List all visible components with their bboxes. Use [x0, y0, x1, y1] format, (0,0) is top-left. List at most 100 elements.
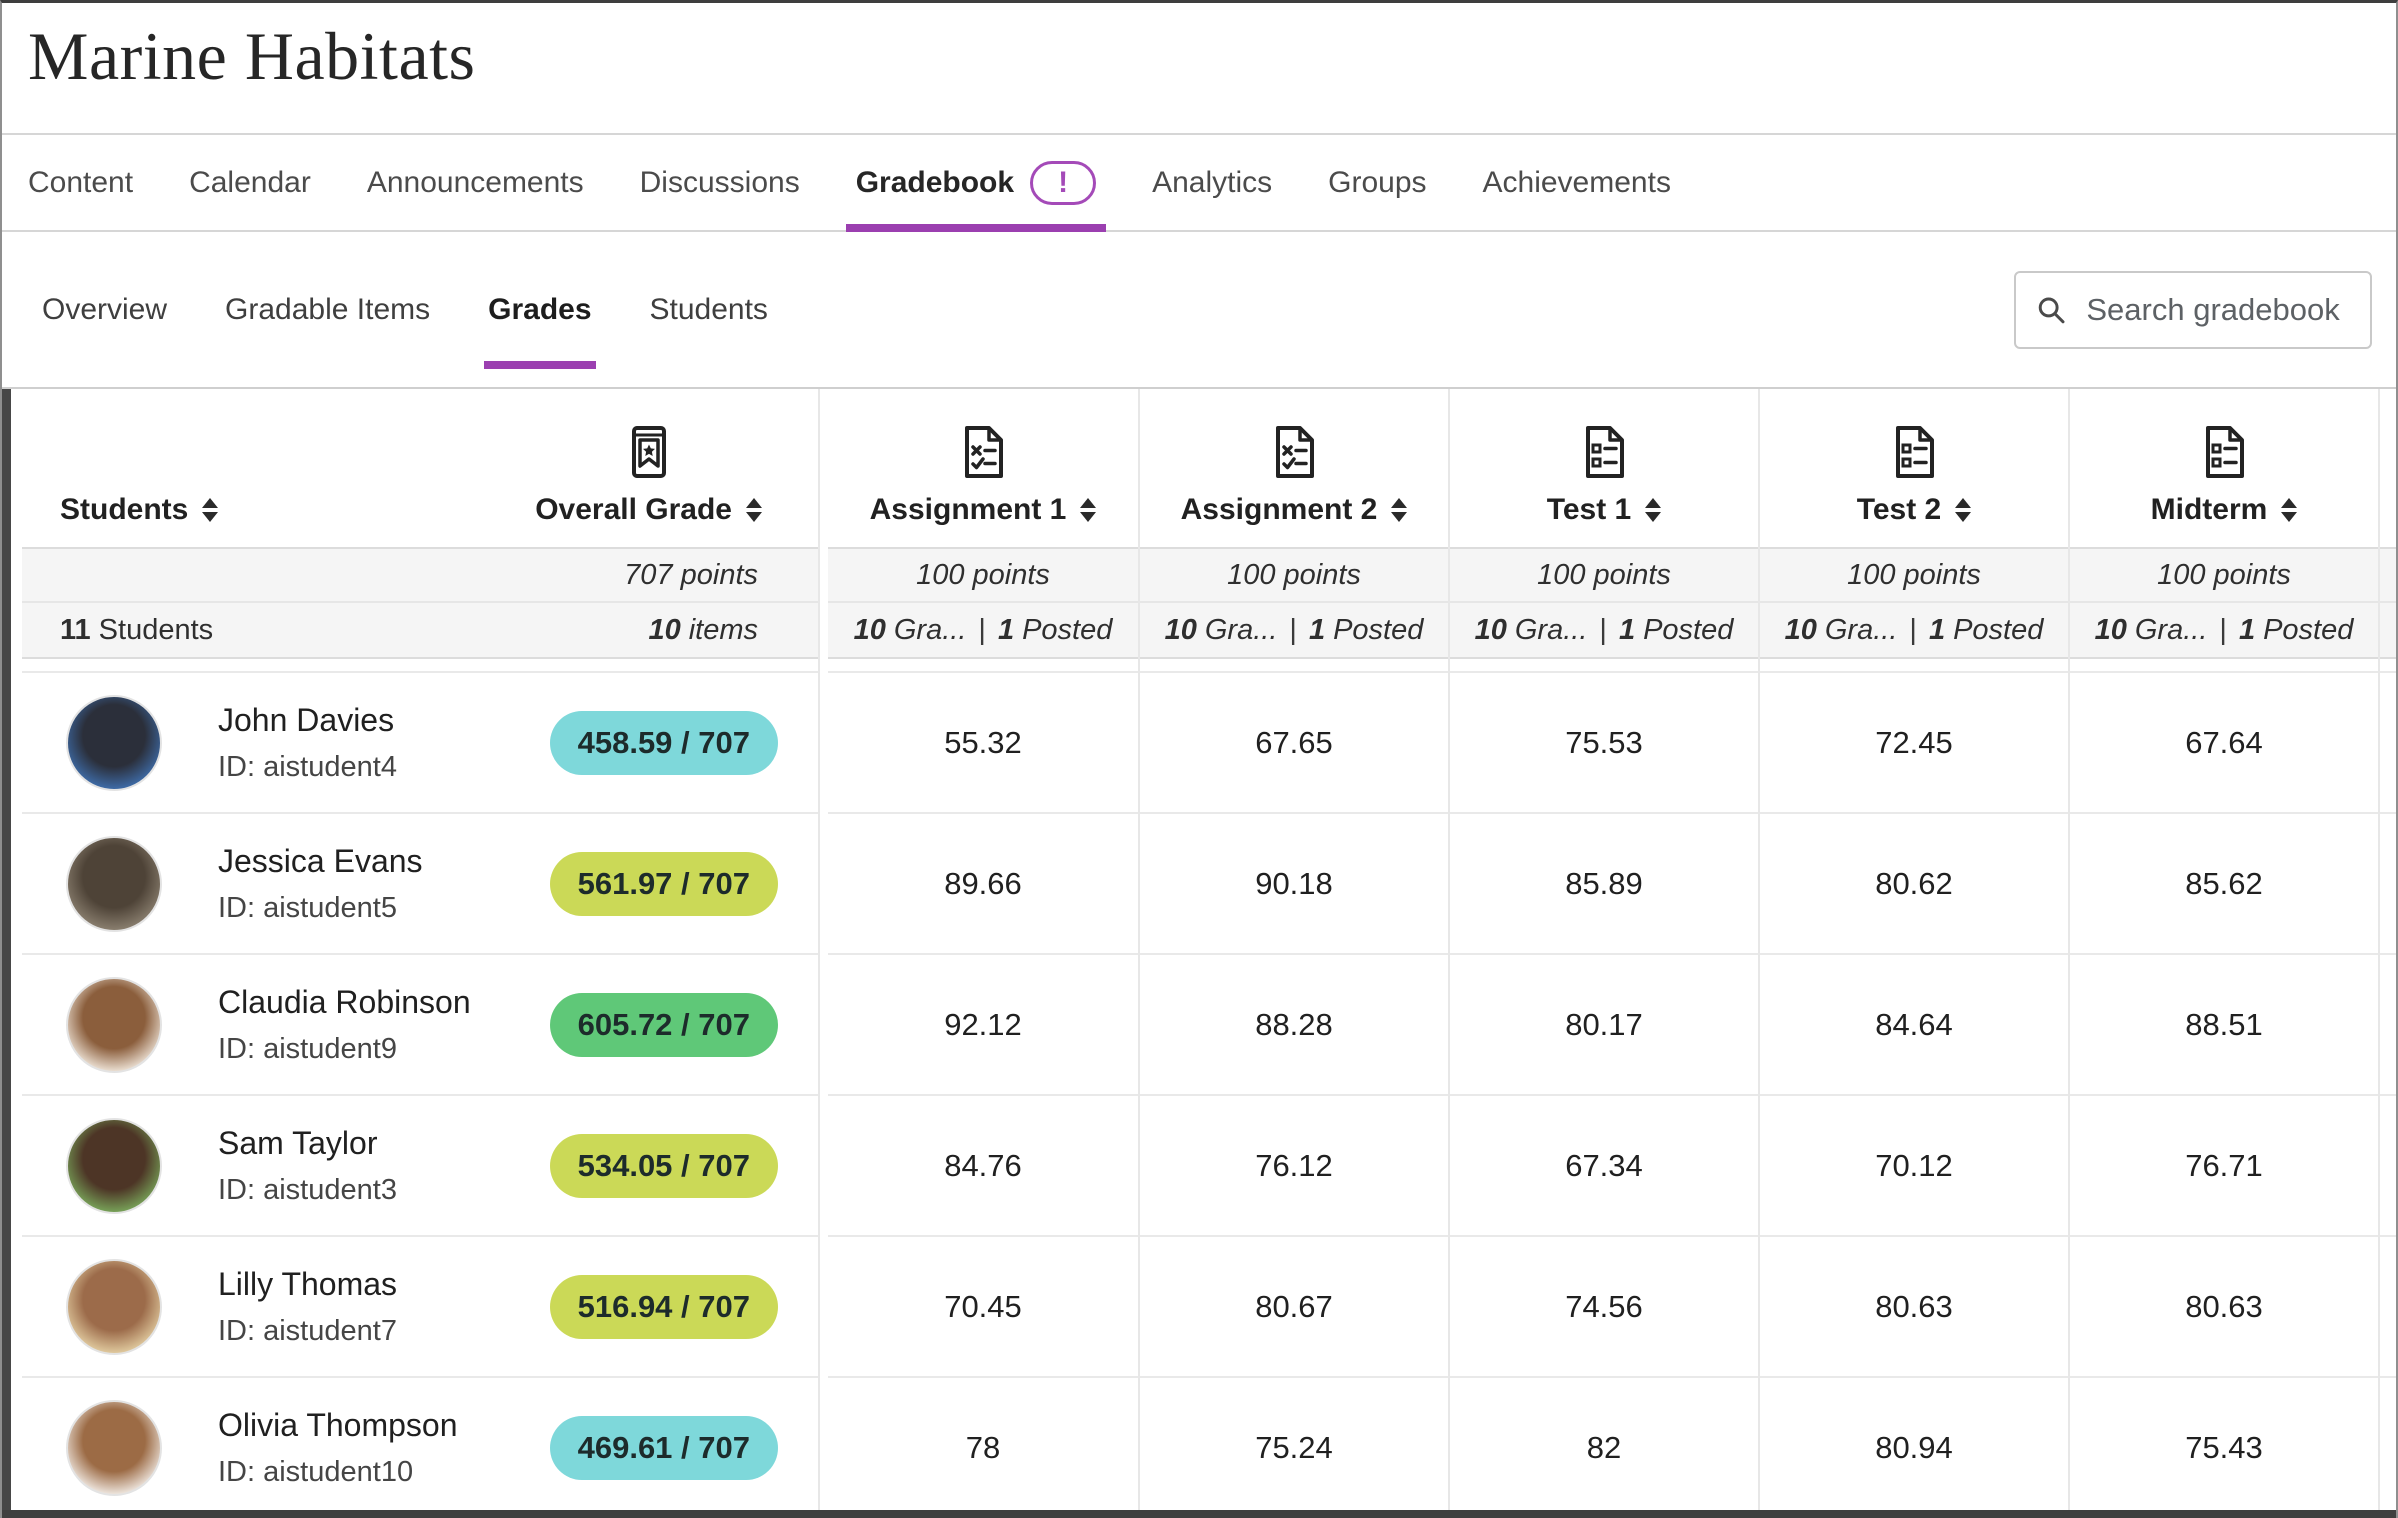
sort-icon[interactable]: [1955, 498, 1972, 522]
overall-grade-pill[interactable]: 534.05 / 707: [549, 1133, 778, 1198]
column-header-midterm[interactable]: Midterm: [2070, 389, 2378, 547]
column-points: 100 points: [1847, 558, 1981, 591]
column-header-test-1[interactable]: Test 1: [1450, 389, 1758, 547]
sort-icon[interactable]: [1391, 498, 1408, 522]
top-tab-calendar[interactable]: Calendar: [189, 135, 311, 230]
student-id: ID: aistudent5: [218, 891, 397, 924]
student-row-olivia-thompson[interactable]: Olivia Thompson ID: aistudent10 469.61 /…: [22, 1378, 818, 1518]
sort-icon[interactable]: [1080, 498, 1097, 522]
column-header-assignment-1[interactable]: Assignment 1: [828, 389, 1138, 547]
sort-icon[interactable]: [202, 498, 219, 522]
score-cell[interactable]: 72.45: [1760, 673, 2068, 814]
top-tab-announcements[interactable]: Announcements: [367, 135, 584, 230]
sub-tab-students[interactable]: Students: [650, 232, 768, 387]
overall-grade-pill[interactable]: 561.97 / 707: [549, 851, 778, 916]
top-tab-achievements[interactable]: Achievements: [1483, 135, 1671, 230]
student-name[interactable]: Sam Taylor: [218, 1124, 378, 1161]
score-cell[interactable]: 70.45: [828, 1237, 1138, 1378]
student-row-john-davies[interactable]: John Davies ID: aistudent4 458.59 / 707: [22, 673, 818, 814]
student-info: John Davies ID: aistudent4: [218, 702, 397, 784]
score-cell[interactable]: 80.67: [1140, 1237, 1448, 1378]
gradebook-alert-badge: !: [1030, 160, 1097, 205]
column-points: 100 points: [2157, 558, 2291, 591]
column-label: Test 2: [1856, 493, 1942, 526]
score-cell[interactable]: 88.28: [1140, 955, 1448, 1096]
column-label: Midterm: [2150, 493, 2268, 526]
vertical-scrollbar[interactable]: [2, 389, 11, 1518]
score-cell[interactable]: 80.94: [1760, 1378, 2068, 1518]
search-input[interactable]: [2084, 290, 2350, 329]
top-tab-groups[interactable]: Groups: [1328, 135, 1426, 230]
score-cell[interactable]: 74.56: [1450, 1237, 1758, 1378]
horizontal-scrollbar[interactable]: [2, 1510, 2396, 1518]
grid-spacer: [2380, 659, 2396, 671]
student-name[interactable]: Olivia Thompson: [218, 1406, 458, 1443]
sub-tab-overview[interactable]: Overview: [42, 232, 167, 387]
score-cell[interactable]: 80.63: [1760, 1237, 2068, 1378]
top-tab-label: Groups: [1328, 165, 1427, 199]
score-cell[interactable]: 84.76: [828, 1096, 1138, 1237]
score-cell[interactable]: 76.12: [1140, 1096, 1448, 1237]
student-row-claudia-robinson[interactable]: Claudia Robinson ID: aistudent9 605.72 /…: [22, 955, 818, 1096]
column-header-overall-grade[interactable]: Overall Grade: [535, 425, 762, 527]
overall-grade-pill[interactable]: 458.59 / 707: [549, 710, 778, 775]
score-cell[interactable]: 80.17: [1450, 955, 1758, 1096]
overall-grade-pill[interactable]: 516.94 / 707: [549, 1274, 778, 1339]
grid-spacer: [2070, 659, 2378, 671]
score-cell[interactable]: 80.62: [1760, 814, 2068, 955]
score-cell[interactable]: 75.43: [2070, 1378, 2378, 1518]
top-tab-discussions[interactable]: Discussions: [640, 135, 800, 230]
student-name[interactable]: Claudia Robinson: [218, 983, 471, 1020]
sort-icon[interactable]: [1645, 498, 1662, 522]
test-icon: [2206, 426, 2244, 478]
overall-grade-pill[interactable]: 605.72 / 707: [549, 992, 778, 1057]
score-cell[interactable]: 75.53: [1450, 673, 1758, 814]
column-label: Test 1: [1546, 493, 1632, 526]
student-row-jessica-evans[interactable]: Jessica Evans ID: aistudent5 561.97 / 70…: [22, 814, 818, 955]
score-cell[interactable]: 82: [1450, 1378, 1758, 1518]
score-column-test-2: Test 2 100 points 10 Gra... | 1 Posted 72.45…: [1758, 389, 2068, 1518]
sort-icon[interactable]: [2281, 498, 2298, 522]
top-tab-label: Calendar: [189, 165, 311, 199]
top-tab-analytics[interactable]: Analytics: [1152, 135, 1272, 230]
score-cell[interactable]: 55.32: [828, 673, 1138, 814]
overall-grade-pill[interactable]: 469.61 / 707: [549, 1415, 778, 1480]
score-cell[interactable]: 78: [828, 1378, 1138, 1518]
column-grading-status: 10 Gra... | 1 Posted: [2070, 603, 2378, 659]
assignment-icon: [1276, 426, 1314, 478]
score-cell[interactable]: 85.89: [1450, 814, 1758, 955]
student-info: Jessica Evans ID: aistudent5: [218, 843, 423, 925]
score-cell[interactable]: 90.18: [1140, 814, 1448, 955]
award-icon: [631, 426, 666, 478]
top-tab-content[interactable]: Content: [28, 135, 133, 230]
score-cell[interactable]: 92.12: [828, 955, 1138, 1096]
column-header-assignment-2[interactable]: Assignment 2: [1140, 389, 1448, 547]
sub-tab-grades[interactable]: Grades: [484, 232, 596, 387]
student-row-sam-taylor[interactable]: Sam Taylor ID: aistudent3 534.05 / 707: [22, 1096, 818, 1237]
student-row-lilly-thomas[interactable]: Lilly Thomas ID: aistudent7 516.94 / 707: [22, 1237, 818, 1378]
score-cell[interactable]: 76.71: [2070, 1096, 2378, 1237]
student-name[interactable]: John Davies: [218, 701, 395, 738]
score-cell[interactable]: 67.65: [1140, 673, 1448, 814]
search-box[interactable]: [2014, 270, 2372, 349]
score-cell[interactable]: 75.24: [1140, 1378, 1448, 1518]
sort-icon[interactable]: [746, 498, 762, 522]
score-cell[interactable]: 88.51: [2070, 955, 2378, 1096]
student-name[interactable]: Lilly Thomas: [218, 1265, 398, 1302]
column-header-test-2[interactable]: Test 2: [1760, 389, 2068, 547]
score-cell[interactable]: 84.64: [1760, 955, 2068, 1096]
score-cell[interactable]: 89.66: [828, 814, 1138, 955]
column-header-students[interactable]: Students: [60, 493, 219, 527]
student-name[interactable]: Jessica Evans: [218, 842, 423, 879]
score-cell[interactable]: 80.63: [2070, 1237, 2378, 1378]
score-cell[interactable]: 70.12: [1760, 1096, 2068, 1237]
student-id: ID: aistudent10: [218, 1455, 414, 1488]
score-column-assignment-1: Assignment 1 100 points 10 Gra... | 1 Posted…: [828, 389, 1138, 1518]
column-points-cell: 100 points: [1140, 547, 1448, 603]
score-cell[interactable]: 85.62: [2070, 814, 2378, 955]
score-cells: 72.45 80.62 84.64 70.12 80.63 80.94: [1760, 671, 2068, 1518]
score-cell[interactable]: 67.64: [2070, 673, 2378, 814]
top-tab-gradebook[interactable]: Gradebook !: [845, 135, 1107, 232]
score-cell[interactable]: 67.34: [1450, 1096, 1758, 1237]
sub-tab-gradable-items[interactable]: Gradable Items: [225, 232, 430, 387]
